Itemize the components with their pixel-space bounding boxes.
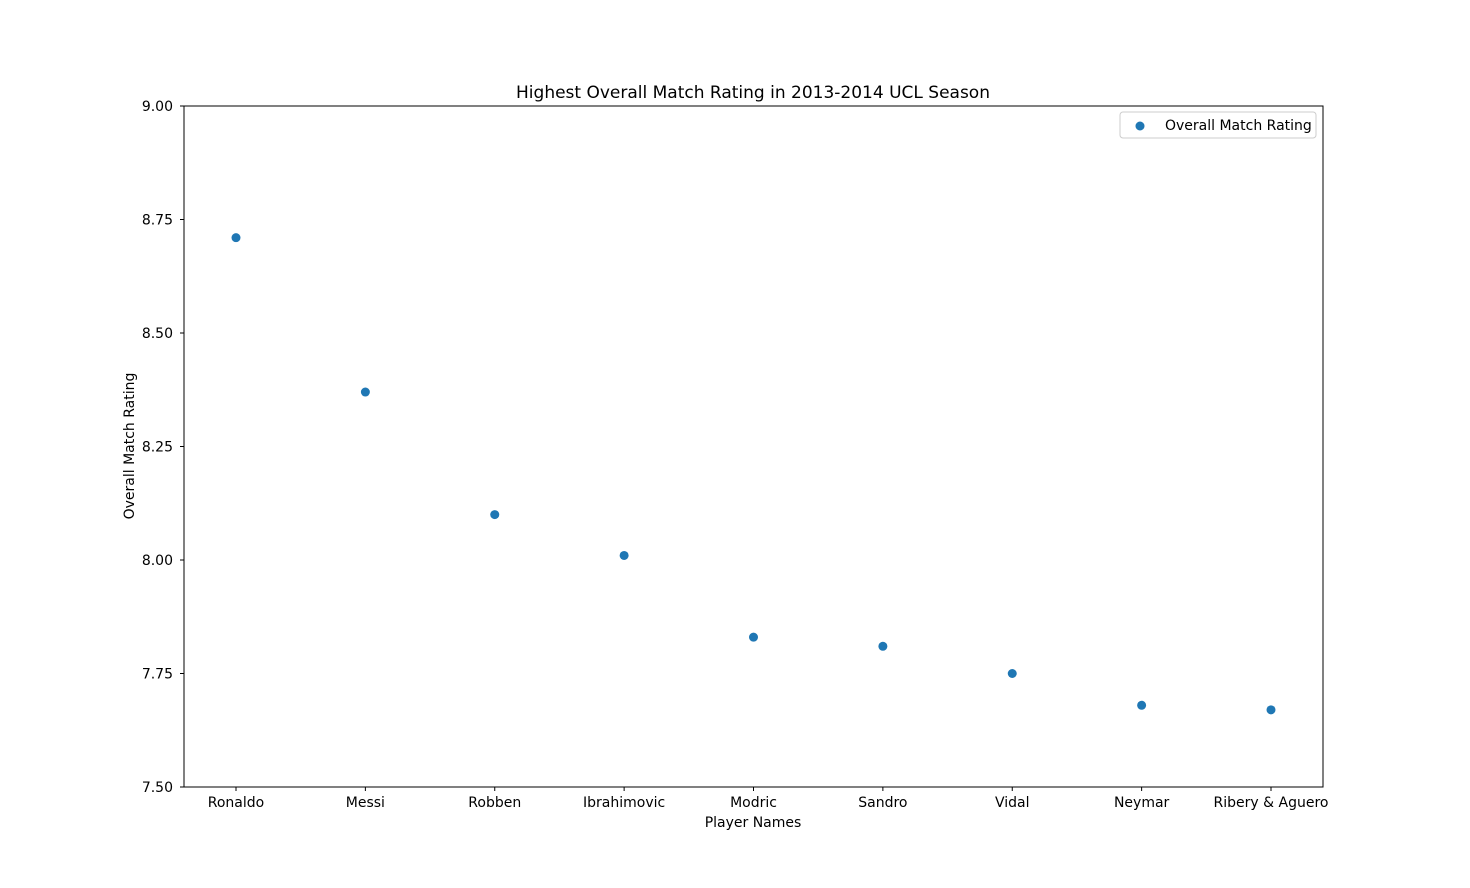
y-tick-label: 8.75 (142, 213, 173, 229)
plot-area-frame (183, 105, 1324, 788)
data-point (878, 641, 888, 651)
y-axis-label: Overall Match Rating (122, 373, 138, 520)
x-tick-label: Sandro (858, 795, 907, 811)
data-point (1137, 700, 1147, 710)
y-axis-ticks: 7.50 7.75 8.00 8.25 8.50 8.75 9.00 (142, 99, 184, 796)
legend-box (1119, 111, 1317, 139)
scatter-points (231, 233, 1276, 715)
y-tick-label: 8.25 (142, 440, 173, 456)
y-tick-label: 7.75 (142, 667, 173, 683)
legend-marker (1135, 121, 1145, 131)
data-point (231, 233, 241, 243)
data-point (1266, 705, 1276, 715)
data-point (490, 510, 500, 520)
data-point (1007, 669, 1017, 678)
data-point (619, 550, 629, 560)
legend: Overall Match Rating (1119, 111, 1317, 139)
x-tick-label: Modric (730, 795, 777, 811)
y-tick-label: 7.50 (142, 780, 173, 796)
x-tick-label: Ronaldo (208, 795, 264, 811)
x-axis-label: Player Names (705, 815, 802, 831)
x-tick-label: Neymar (1114, 795, 1170, 811)
x-tick-label: Robben (468, 795, 521, 811)
x-tick-label: Ibrahimovic (583, 795, 665, 811)
y-tick-label: 8.50 (142, 326, 173, 342)
legend-label: Overall Match Rating (1165, 118, 1312, 134)
x-tick-label: Messi (346, 795, 385, 811)
x-axis-ticks: Ronaldo Messi Robben Ibrahimovic Modric Sandr… (208, 787, 1329, 811)
x-tick-label: Ribery & Aguero (1214, 795, 1329, 811)
data-point (749, 632, 758, 642)
x-tick-label: Vidal (995, 795, 1030, 811)
y-tick-label: 9.00 (142, 99, 173, 115)
y-tick-label: 8.00 (142, 553, 173, 569)
data-point (360, 387, 370, 397)
chart-title: Highest Overall Match Rating in 2013-201… (516, 83, 990, 103)
